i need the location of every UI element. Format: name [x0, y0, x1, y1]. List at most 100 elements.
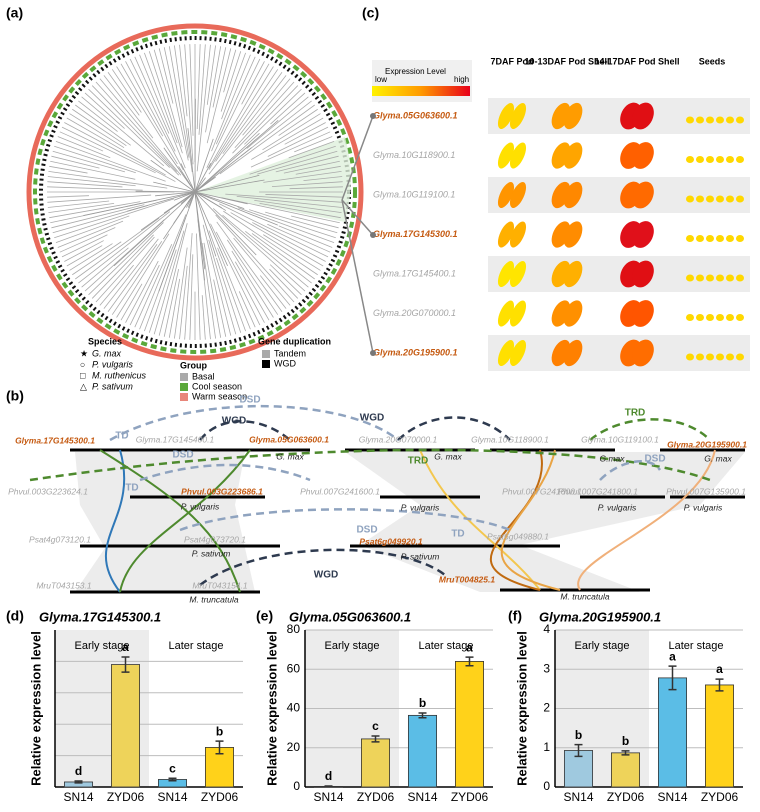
branch	[54, 146, 136, 173]
significance-label: b	[622, 734, 629, 748]
synteny-label: Glyma.20G070000.1	[359, 434, 438, 444]
branch	[47, 182, 122, 187]
seed	[736, 314, 744, 321]
x-tick-label: SN14	[563, 790, 593, 804]
legend-symbol: △	[80, 381, 87, 391]
synteny-label: P. vulgaris	[598, 502, 637, 512]
legend-label: WGD	[274, 358, 296, 368]
row-band	[488, 256, 750, 292]
significance-label: b	[419, 696, 426, 710]
row-band	[488, 217, 750, 253]
seed	[686, 196, 694, 203]
branch	[260, 276, 286, 309]
legend-title: Group	[180, 360, 207, 370]
synteny-label: M. truncatula	[560, 591, 609, 601]
synteny-label: Glyma.10G119100.1	[581, 434, 659, 444]
branch	[58, 221, 123, 247]
branch	[56, 216, 129, 243]
x-tick-label: SN14	[63, 790, 93, 804]
synteny-label: Phvul.003G223624.1	[8, 486, 88, 496]
legend-title: Species	[88, 336, 122, 346]
branch	[207, 45, 215, 104]
significance-label: a	[716, 662, 723, 676]
significance-label: d	[325, 769, 332, 783]
significance-label: a	[466, 640, 473, 654]
seed	[696, 117, 704, 124]
seed	[686, 275, 694, 282]
row-band	[488, 177, 750, 213]
branch	[50, 161, 135, 179]
seed	[716, 235, 724, 242]
synteny-label: Psat6g049880.1	[487, 531, 549, 541]
gene-label: Glyma.17G145400.1	[373, 268, 456, 278]
seed	[726, 196, 734, 203]
seed	[716, 196, 724, 203]
seed	[726, 354, 734, 361]
seed	[686, 354, 694, 361]
bar	[361, 739, 389, 787]
y-tick-label: 40	[287, 701, 301, 715]
seed	[696, 275, 704, 282]
row-band	[488, 296, 750, 332]
synteny-label: TD	[115, 431, 128, 442]
seed	[706, 275, 714, 282]
branch	[270, 265, 301, 295]
legend-title: Expression Level	[385, 67, 446, 76]
seed	[736, 196, 744, 203]
legend-swatch	[180, 383, 188, 391]
branch	[49, 202, 140, 218]
synteny-label: P. vulgaris	[181, 501, 220, 511]
seed	[716, 275, 724, 282]
synteny-label: DSD	[239, 395, 260, 406]
legend-label: Cool season	[192, 381, 242, 391]
x-tick-label: SN14	[157, 790, 187, 804]
x-tick-label: ZYD06	[701, 790, 739, 804]
error-bar	[325, 786, 333, 787]
branch	[47, 196, 89, 197]
x-tick-label: SN14	[313, 790, 343, 804]
y-tick-label: 2	[543, 701, 550, 715]
branch	[207, 48, 231, 143]
seed	[736, 156, 744, 163]
synteny-label: MruT043153.1	[36, 580, 92, 590]
branch	[164, 47, 188, 160]
significance-label: a	[122, 640, 129, 654]
synteny-label: TRD	[625, 408, 646, 419]
branch	[210, 224, 259, 325]
column-header: Seeds	[699, 56, 726, 66]
branch	[60, 132, 103, 151]
legend-symbol: ★	[80, 348, 88, 358]
synteny-label: P. vulgaris	[401, 502, 440, 512]
y-tick-label: 20	[287, 740, 301, 754]
seed	[716, 117, 724, 124]
seed	[726, 235, 734, 242]
branch	[202, 295, 205, 340]
branch	[92, 86, 179, 176]
gene-label: Glyma.17G145300.1	[373, 229, 458, 239]
branch	[285, 123, 326, 145]
branch	[180, 45, 188, 116]
legend-label: P. sativum	[92, 381, 133, 391]
panel-label: (b)	[6, 388, 24, 404]
y-tick-label: 1	[543, 740, 550, 754]
synteny-label: TD	[125, 483, 138, 494]
y-tick-label: 3	[543, 661, 550, 675]
chart-title: Glyma.05G063600.1	[289, 609, 411, 624]
seed	[736, 235, 744, 242]
significance-label: b	[216, 724, 223, 738]
row-band	[488, 98, 750, 134]
synteny-band	[345, 452, 745, 592]
branch	[48, 177, 136, 186]
legend-title: Gene duplication	[258, 336, 331, 346]
stage-label: Early stage	[324, 640, 379, 652]
branch	[197, 44, 200, 129]
gene-label: Glyma.20G195900.1	[373, 347, 458, 357]
synteny-label: Phvul.007G241600.1	[300, 486, 380, 496]
synteny-band	[75, 452, 255, 592]
legend-label: P. vulgaris	[92, 359, 133, 369]
legend-swatch	[262, 350, 270, 358]
seed	[706, 156, 714, 163]
